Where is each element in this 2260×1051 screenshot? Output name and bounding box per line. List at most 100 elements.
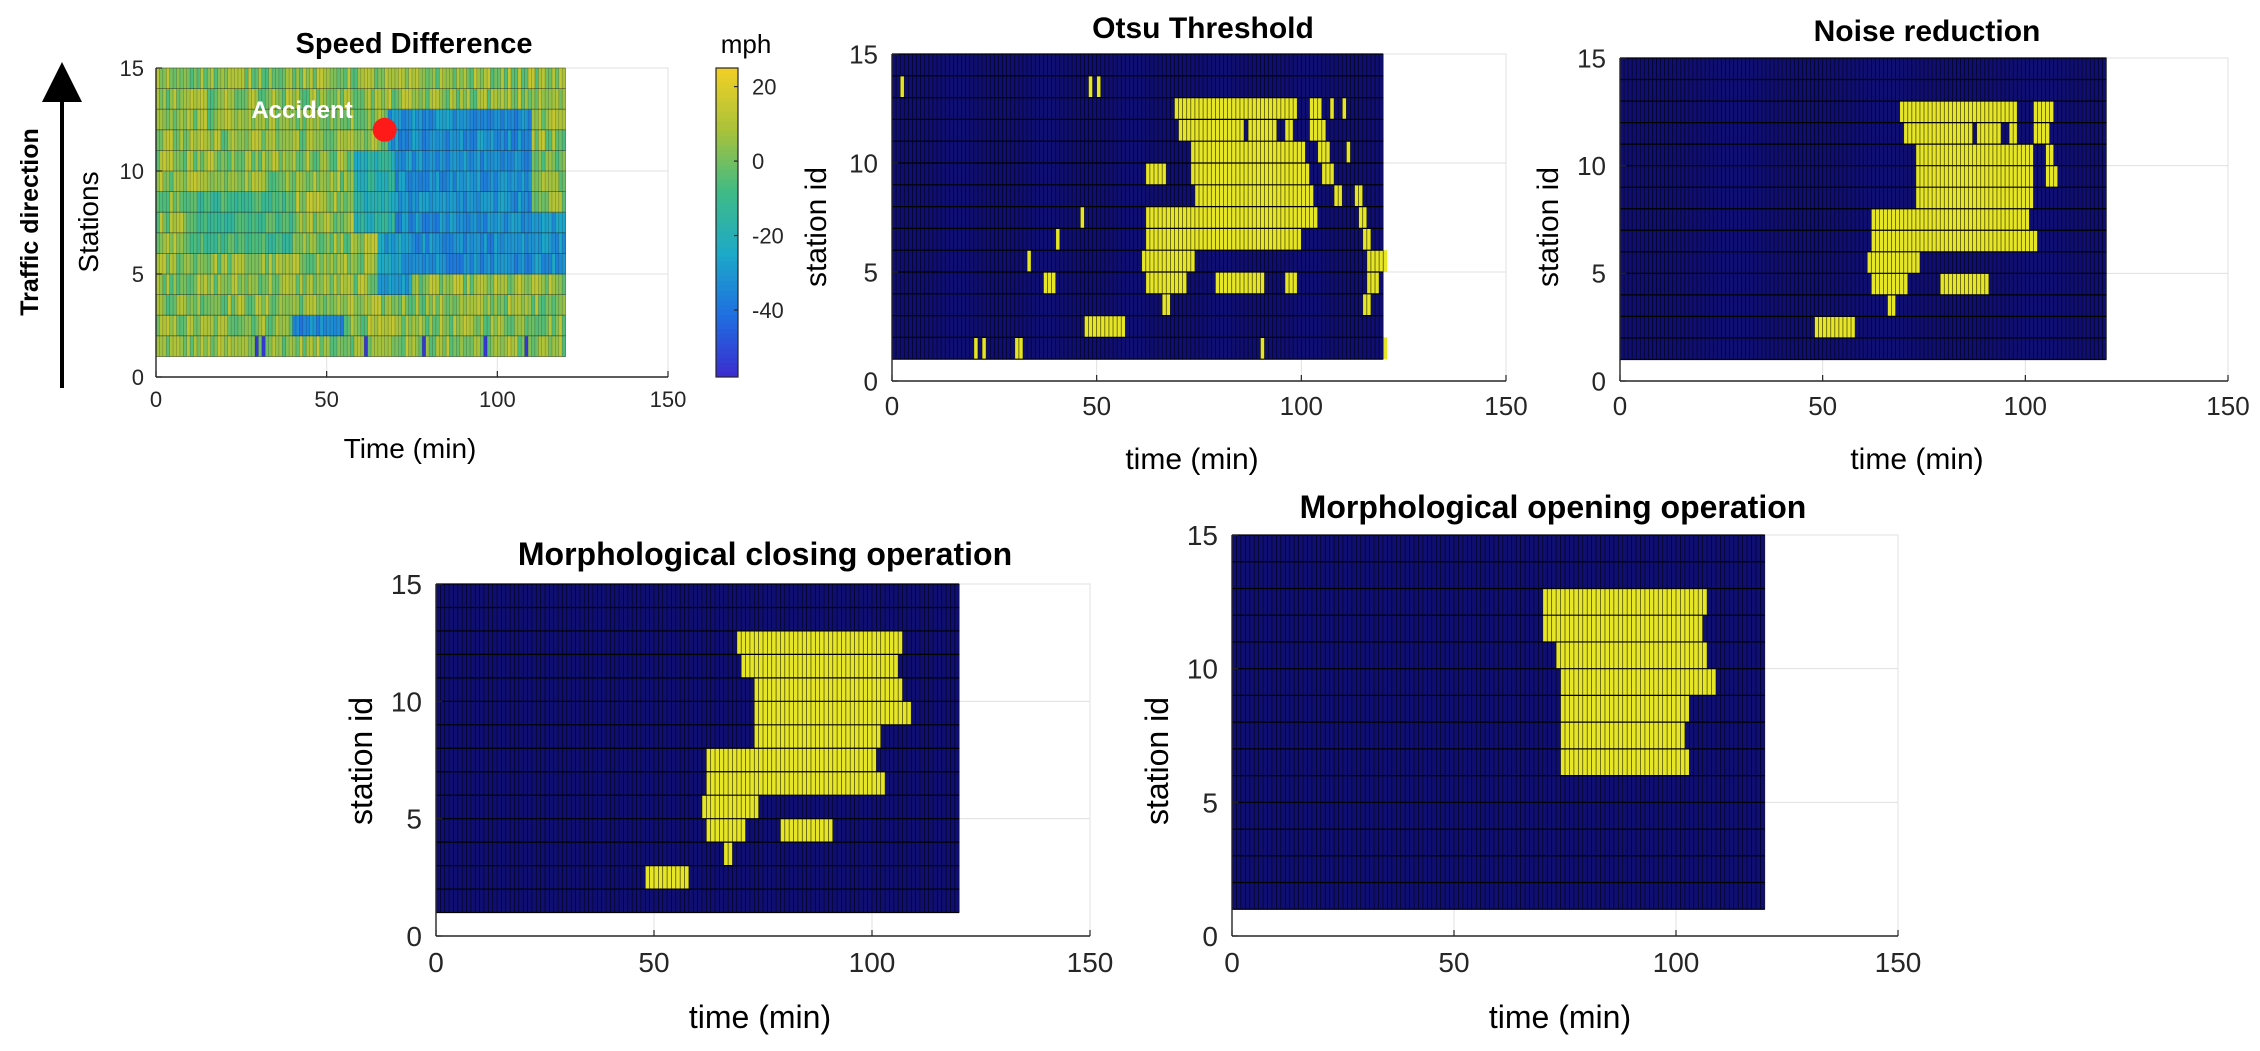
- heatmap-cell: [377, 68, 382, 89]
- heatmap-cell: [452, 171, 457, 192]
- heatmap-cell: [558, 68, 563, 89]
- heatmap-cell: [497, 315, 502, 337]
- heatmap-cell: [528, 68, 532, 89]
- heatmap-cell: [306, 294, 310, 316]
- heatmap-cell: [166, 315, 171, 337]
- heatmap-cell: [466, 232, 471, 254]
- heatmap-cell: [391, 171, 396, 192]
- heatmap-cell: [442, 274, 447, 295]
- heatmap-cell: [480, 315, 485, 337]
- heatmap-cell: [504, 150, 508, 172]
- y-tick-label: 5: [132, 262, 144, 287]
- heatmap-cell: [343, 274, 348, 295]
- heatmap-cell: [234, 171, 239, 192]
- colorbar-segment: [716, 96, 738, 103]
- heatmap-cell: [251, 335, 256, 357]
- heatmap-cell: [545, 191, 549, 213]
- heatmap-cell: [483, 109, 488, 131]
- heatmap-cell: [316, 171, 321, 192]
- heatmap-cell: [367, 150, 372, 172]
- heatmap-cell: [186, 294, 191, 316]
- heatmap-cell: [405, 68, 409, 89]
- heatmap-cell: [432, 212, 437, 234]
- colorbar-segment: [716, 111, 738, 117]
- heatmap-cell: [220, 129, 225, 151]
- heatmap-cell: [551, 253, 556, 275]
- heatmap-cell: [179, 171, 184, 192]
- heatmap-cell: [500, 150, 505, 172]
- heatmap-cell: [558, 315, 563, 337]
- heatmap-cell: [302, 315, 307, 337]
- heatmap-cell: [401, 212, 406, 234]
- colorbar-segment: [716, 203, 738, 209]
- heatmap-cell: [162, 274, 167, 295]
- heatmap-cell: [200, 335, 205, 357]
- heatmap-cell: [292, 253, 297, 275]
- heatmap-cell: [316, 315, 321, 337]
- colorbar-segment: [716, 299, 738, 306]
- heatmap-cell: [330, 109, 334, 131]
- event-cell: [1317, 141, 1330, 163]
- heatmap-cell: [415, 191, 420, 213]
- heatmap-cell: [504, 315, 508, 337]
- heatmap-cell: [203, 171, 208, 192]
- heatmap-cell: [261, 294, 266, 316]
- heatmap-cell: [203, 150, 208, 172]
- heatmap-cell: [487, 109, 491, 131]
- heatmap-cell: [371, 150, 375, 172]
- heatmap-cell: [408, 150, 413, 172]
- heatmap-cell: [193, 212, 198, 234]
- heatmap-cell: [476, 212, 481, 234]
- event-cell: [1915, 165, 2034, 188]
- heatmap-cell: [214, 212, 218, 234]
- heatmap-cell: [377, 315, 382, 337]
- heatmap-cell: [258, 109, 263, 131]
- heatmap-cell: [323, 88, 328, 110]
- heatmap-cell: [510, 150, 515, 172]
- heatmap-cell: [364, 274, 369, 295]
- colorbar-segment: [716, 323, 738, 330]
- heatmap-cell: [203, 274, 208, 295]
- heatmap-cell: [548, 232, 553, 254]
- heatmap-cell: [299, 253, 304, 275]
- heatmap-cell: [394, 150, 399, 172]
- heatmap-cell: [459, 171, 464, 192]
- heatmap-cell: [398, 88, 403, 110]
- event-cell: [1871, 230, 2038, 252]
- heatmap-cell: [500, 315, 505, 337]
- heatmap-cell: [528, 315, 532, 337]
- heatmap-cell: [534, 191, 539, 213]
- heatmap-cell: [442, 294, 447, 316]
- heatmap-cell: [183, 212, 188, 234]
- heatmap-cell: [497, 171, 502, 192]
- heatmap-cell: [261, 171, 266, 192]
- heatmap-cell: [562, 232, 566, 254]
- heatmap-cell: [254, 315, 259, 337]
- colorbar-segment: [716, 251, 738, 257]
- heatmap-cell: [490, 212, 495, 234]
- heatmap-cell: [371, 253, 375, 275]
- heatmap-cell: [470, 253, 474, 275]
- heatmap-cell: [398, 274, 403, 295]
- heatmap-cell: [401, 294, 406, 316]
- heatmap-cell: [405, 274, 409, 295]
- heatmap-cell: [316, 129, 321, 151]
- heatmap-cell: [350, 129, 355, 151]
- heatmap-cell: [319, 315, 324, 337]
- heatmap-cell: [466, 335, 471, 357]
- heatmap-cell: [169, 335, 174, 357]
- heatmap-cell: [169, 129, 174, 151]
- heatmap-cell: [497, 150, 502, 172]
- heatmap-cell: [394, 68, 399, 89]
- heatmap-cell: [456, 335, 461, 357]
- heatmap-cell: [244, 253, 249, 275]
- heatmap-cell: [360, 253, 365, 275]
- heatmap-cell: [200, 171, 205, 192]
- heatmap-cell: [405, 129, 409, 151]
- heatmap-cell: [483, 68, 488, 89]
- heatmap-cell: [176, 253, 181, 275]
- heatmap-cell: [521, 129, 526, 151]
- heatmap-cell: [220, 109, 225, 131]
- colorbar-segment: [716, 130, 738, 137]
- heatmap-cell: [551, 88, 556, 110]
